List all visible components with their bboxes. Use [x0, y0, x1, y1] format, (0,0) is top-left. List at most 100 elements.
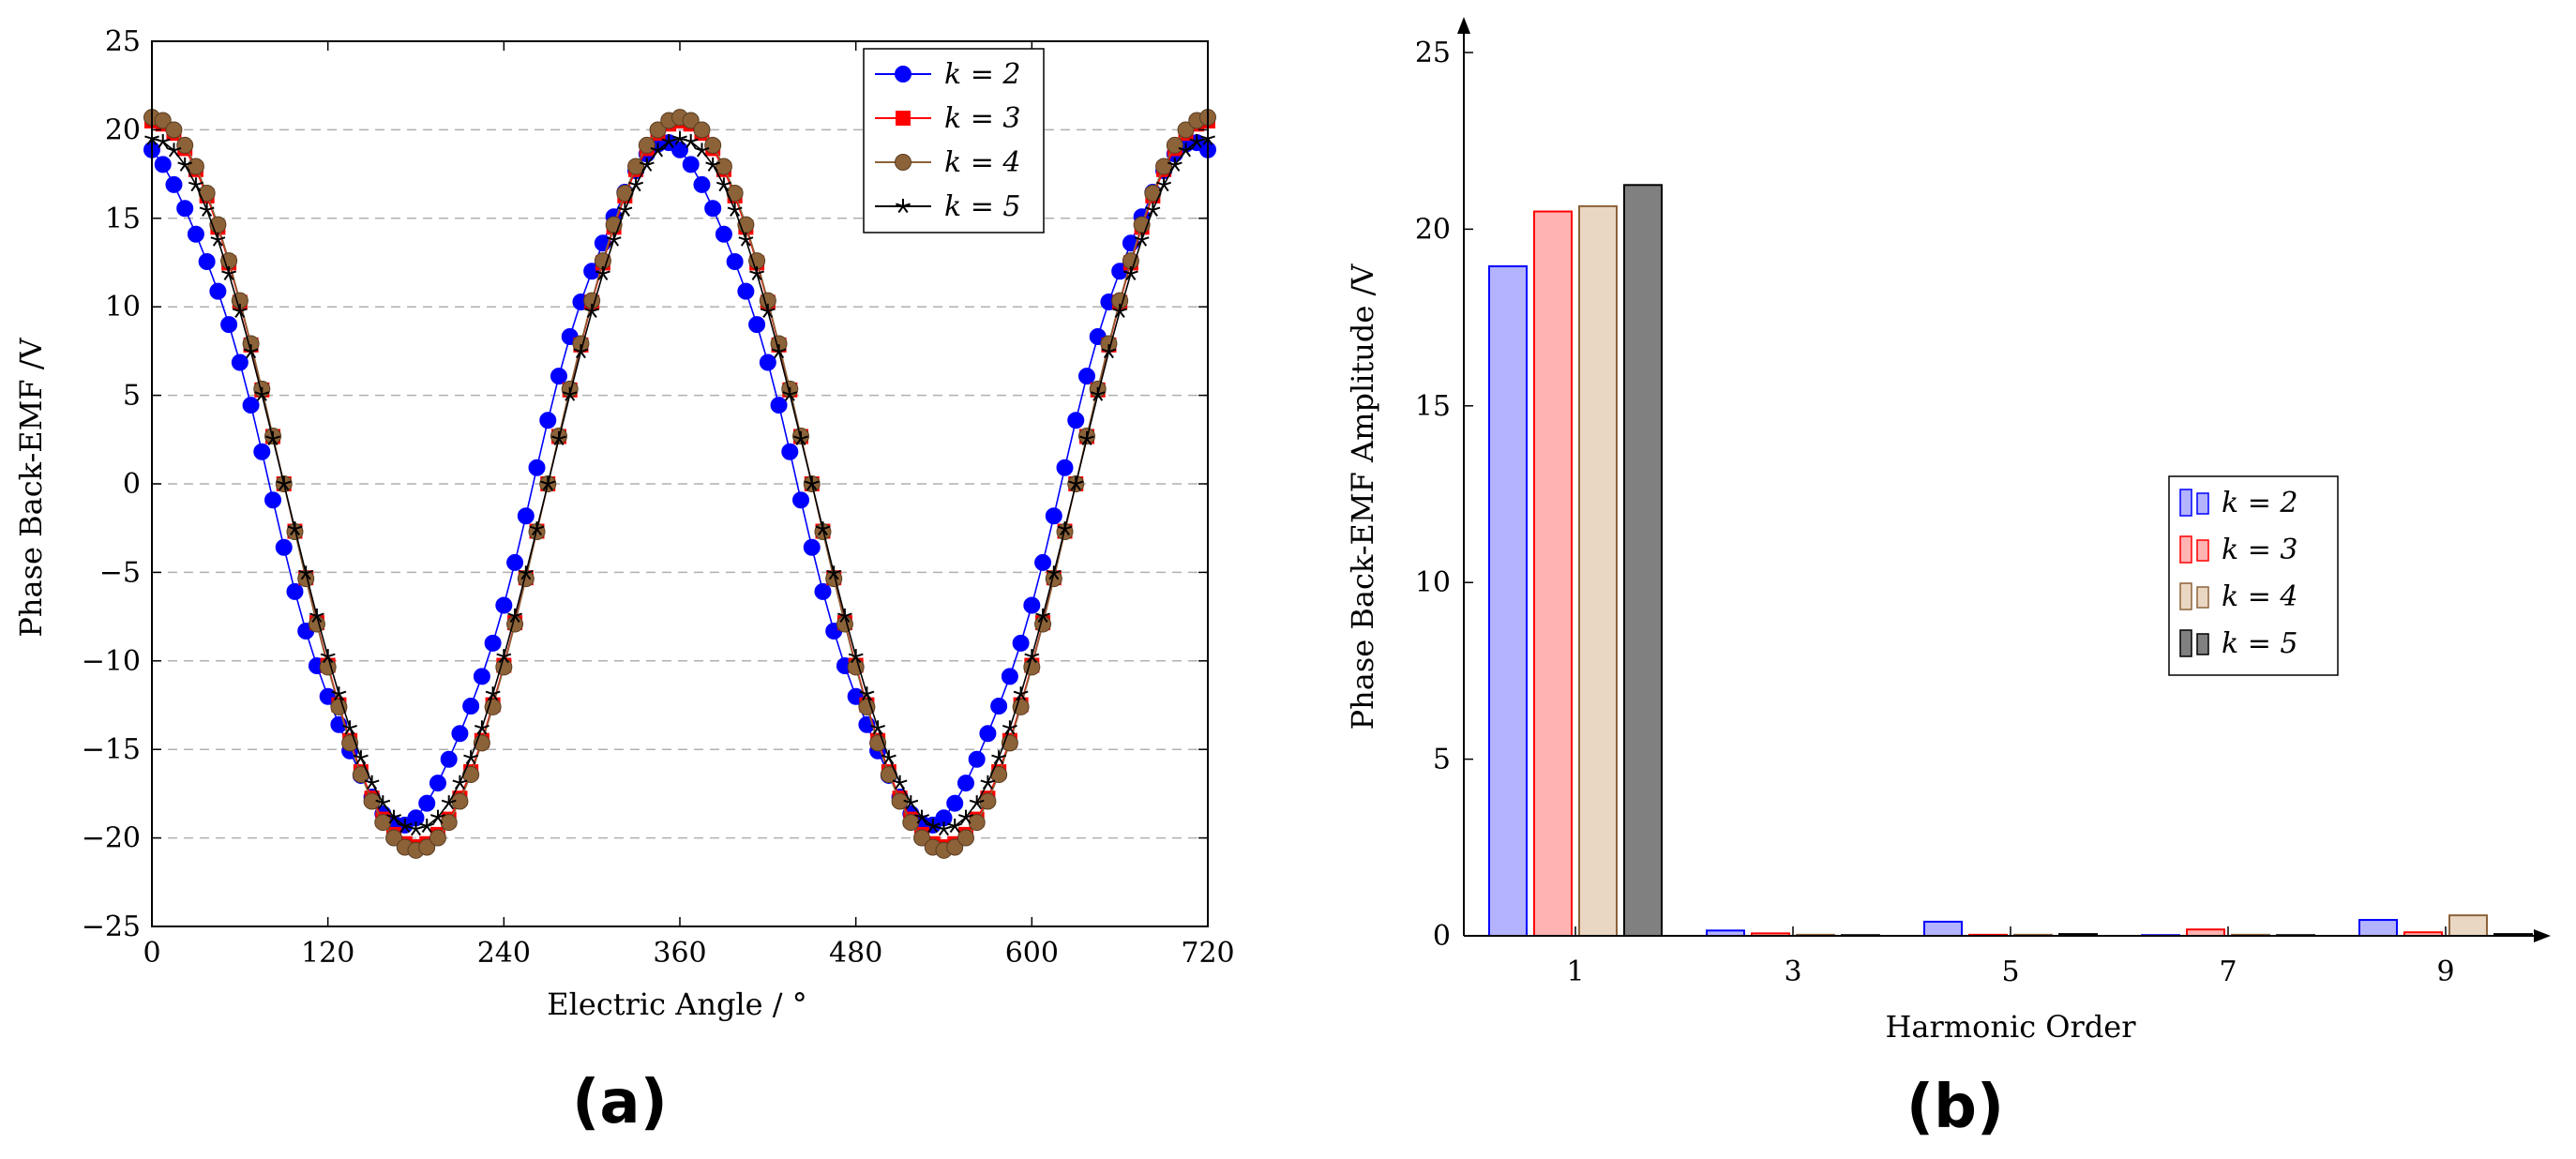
- y-tick-label: 25: [1415, 37, 1451, 69]
- data-point: [671, 141, 688, 158]
- data-point: [550, 368, 567, 385]
- y-tick-label: −15: [82, 733, 141, 766]
- data-point: [166, 143, 182, 158]
- chart-a-gridlines: [152, 128, 1208, 839]
- data-point: [1057, 521, 1073, 536]
- data-point: [452, 775, 468, 790]
- data-point: [1167, 157, 1183, 172]
- data-point: [188, 177, 203, 192]
- data-point: [386, 809, 402, 824]
- data-point: [364, 775, 380, 790]
- data-point: [683, 133, 699, 149]
- data-point: [198, 252, 216, 270]
- chart-b-bar-plot: 0 5 10 15 20 25 1 3 5 7 9 Harmonic Order Phase Bac…: [1345, 17, 2551, 1142]
- y-tick-label: 5: [1433, 744, 1451, 776]
- x-tick-label: 7: [2219, 956, 2237, 988]
- legend-swatch: [2196, 633, 2209, 655]
- data-point: [1056, 459, 1074, 476]
- data-point: [672, 130, 687, 145]
- data-point: [418, 794, 436, 812]
- y-tick-label: 5: [123, 380, 141, 413]
- data-point: [529, 521, 545, 536]
- data-point: [682, 112, 700, 129]
- data-point: [815, 521, 831, 536]
- data-point: [264, 491, 282, 509]
- data-point: [397, 818, 413, 834]
- data-point: [990, 698, 1008, 715]
- data-point: [968, 750, 986, 768]
- data-point: [902, 814, 920, 832]
- data-point: [627, 158, 645, 175]
- data-point: [506, 553, 524, 571]
- data-point: [331, 686, 347, 701]
- data-point: [638, 136, 655, 154]
- x-tick-label: 0: [143, 937, 160, 970]
- data-point: [176, 136, 194, 154]
- data-point: [979, 725, 997, 743]
- data-point: [199, 202, 215, 217]
- data-point: [748, 316, 766, 334]
- data-point: [1122, 265, 1138, 280]
- data-point: [319, 658, 337, 676]
- data-point: [1101, 344, 1117, 359]
- data-point: [265, 430, 280, 445]
- x-tick-label: 1: [1566, 956, 1584, 988]
- x-tick-label: 600: [1005, 937, 1059, 970]
- data-point: [1090, 386, 1106, 401]
- data-point: [275, 538, 293, 556]
- legend-marker: [896, 199, 911, 214]
- data-point: [682, 156, 700, 173]
- data-point: [1035, 608, 1051, 623]
- data-point: [661, 133, 677, 149]
- data-point: [1045, 507, 1062, 525]
- y-tick-label: 0: [123, 468, 141, 501]
- legend-swatch: [2196, 492, 2209, 515]
- data-point: [484, 698, 502, 715]
- data-point: [913, 829, 931, 847]
- x-tick-label: 5: [2001, 956, 2019, 988]
- data-point: [848, 649, 864, 664]
- chart-b-panel-label: (b): [1906, 1073, 2004, 1142]
- y-tick-label: −5: [99, 556, 141, 589]
- chart-a-series-group: [143, 109, 1216, 859]
- data-point: [462, 698, 480, 715]
- data-point: [441, 795, 457, 810]
- data-point: [1034, 553, 1052, 571]
- bar-k2-h9: [2358, 919, 2398, 938]
- bar-k5-h1: [1623, 184, 1663, 938]
- data-point: [903, 795, 919, 810]
- data-point: [1178, 143, 1194, 158]
- legend-label: k = 4: [2222, 580, 2297, 613]
- data-point: [573, 344, 589, 359]
- x-tick-label: 720: [1181, 937, 1234, 970]
- data-point: [836, 608, 852, 623]
- data-point: [187, 158, 204, 175]
- data-point: [1002, 720, 1017, 735]
- data-point: [429, 809, 445, 824]
- data-point: [286, 582, 304, 600]
- data-point: [1177, 121, 1195, 139]
- data-point: [617, 202, 633, 217]
- x-tick-label: 480: [829, 937, 882, 970]
- data-point: [320, 649, 336, 664]
- chart-a-y-axis-label: Phase Back-EMF /V: [13, 337, 49, 637]
- y-tick-label: 20: [105, 113, 141, 146]
- data-point: [528, 459, 546, 476]
- y-axis-arrow: [1457, 17, 1470, 34]
- data-point: [1046, 565, 1062, 580]
- data-point: [694, 143, 710, 158]
- data-point: [253, 443, 271, 460]
- data-point: [539, 412, 557, 429]
- x-tick-label: 3: [1784, 956, 1801, 988]
- data-point: [1112, 303, 1128, 318]
- legend-swatch: [2196, 586, 2209, 609]
- legend-swatch: [2196, 539, 2209, 562]
- data-point: [418, 838, 436, 856]
- data-point: [639, 157, 655, 172]
- x-tick-label: 120: [301, 937, 354, 970]
- series-k4: [143, 109, 1216, 859]
- data-point: [1077, 368, 1095, 385]
- data-point: [165, 175, 183, 193]
- data-point: [1155, 158, 1173, 175]
- data-point: [881, 750, 896, 765]
